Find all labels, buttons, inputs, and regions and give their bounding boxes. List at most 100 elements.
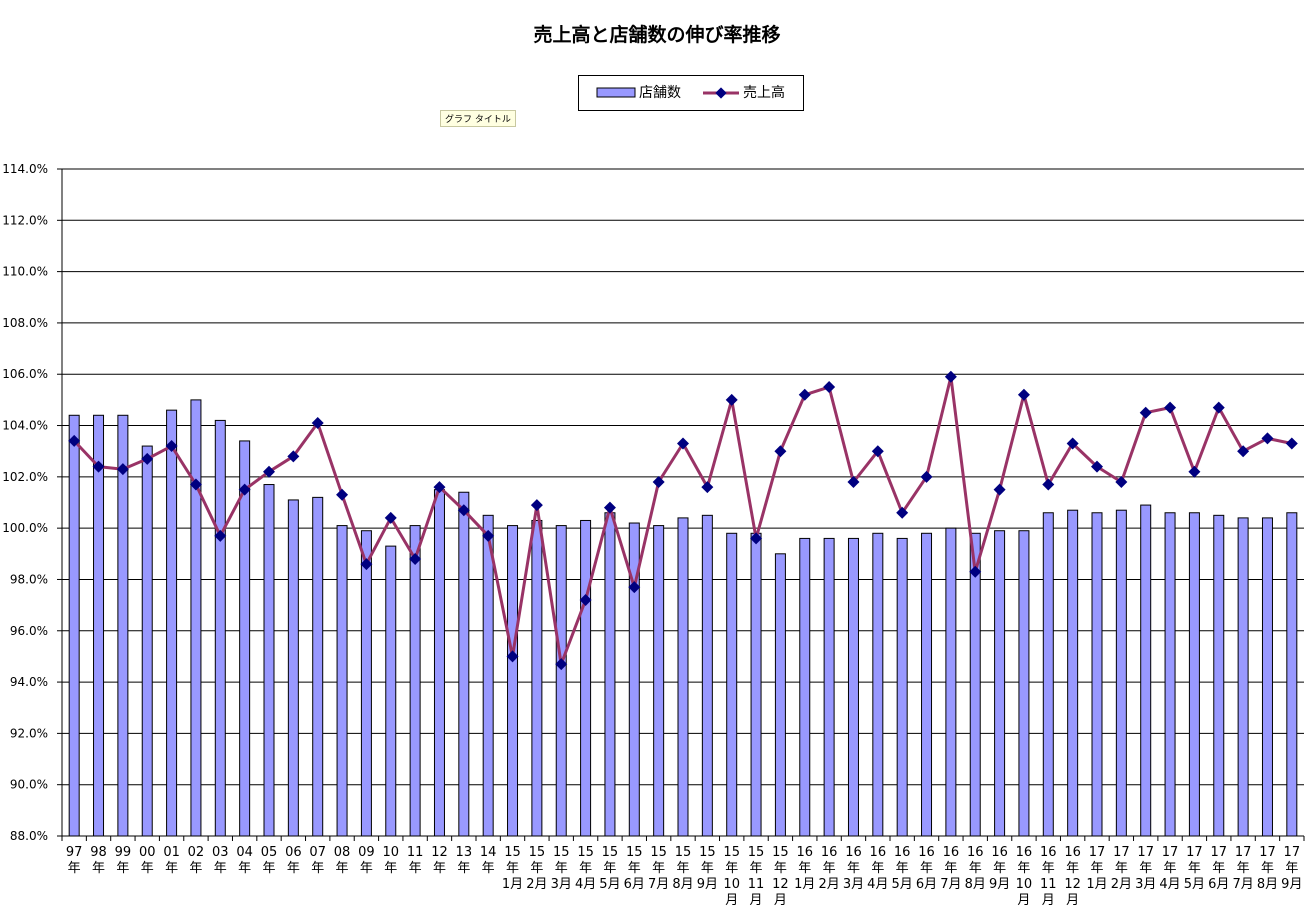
x-tick-label: 4月 <box>575 877 596 892</box>
x-tick-label: 1月 <box>502 877 523 892</box>
marker-sales <box>1139 406 1152 419</box>
marker-sales <box>311 416 324 429</box>
x-tick-label: 16 <box>1040 845 1057 860</box>
bar-stores <box>409 525 421 837</box>
x-tick-label: 7月 <box>648 877 669 892</box>
x-tick-label: 年 <box>238 861 251 876</box>
bar-stores <box>360 530 372 837</box>
marker-sales <box>1042 478 1055 491</box>
marker-sales <box>823 381 836 394</box>
marker-sales <box>579 593 592 606</box>
marker-sales <box>871 445 884 458</box>
x-tick-label: 17 <box>1162 845 1179 860</box>
x-tick-label: 年 <box>871 861 884 876</box>
bar-stores <box>896 537 908 837</box>
marker-sales <box>92 460 105 473</box>
bar-stores <box>1140 504 1152 837</box>
x-tick-label: 16 <box>894 845 911 860</box>
x-tick-label: 年 <box>1261 861 1274 876</box>
x-tick-label: 年 <box>676 861 689 876</box>
x-tick-label: 10 <box>723 877 740 892</box>
bar-stores <box>531 519 543 837</box>
bar-stores <box>1188 512 1200 837</box>
marker-sales <box>189 478 202 491</box>
bar-stores <box>628 522 640 837</box>
y-tick-label: 108.0% <box>2 316 48 330</box>
x-tick-label: 12 <box>431 845 448 860</box>
x-tick-label: 15 <box>626 845 643 860</box>
marker-sales <box>993 483 1006 496</box>
x-tick-label: 5月 <box>1184 877 1205 892</box>
legend-bar-swatch <box>596 87 636 98</box>
bar-stores <box>458 491 470 837</box>
bar-stores <box>287 499 299 837</box>
x-tick-label: 年 <box>896 861 909 876</box>
bar-stores <box>482 514 494 837</box>
x-tick-label: 98 <box>90 845 107 860</box>
marker-sales <box>287 450 300 463</box>
y-tick-label: 88.0% <box>10 829 48 843</box>
bar-stores <box>1115 509 1127 837</box>
x-tick-label: 年 <box>506 861 519 876</box>
x-tick-label: 12 <box>772 877 789 892</box>
marker-sales <box>1237 445 1250 458</box>
y-tick-label: 110.0% <box>2 265 48 279</box>
marker-sales <box>798 388 811 401</box>
x-tick-label: 9月 <box>697 877 718 892</box>
x-tick-label: 16 <box>845 845 862 860</box>
bar-stores <box>677 517 689 837</box>
bar-stores <box>263 484 275 837</box>
x-tick-label: 4月 <box>867 877 888 892</box>
x-tick-label: 7月 <box>940 877 961 892</box>
marker-sales <box>214 529 227 542</box>
x-tick-label: 年 <box>68 861 81 876</box>
x-tick-label: 3月 <box>1135 877 1156 892</box>
x-tick-label: 00 <box>139 845 156 860</box>
x-tick-label: 年 <box>1066 861 1079 876</box>
legend-swatches <box>596 87 739 99</box>
x-tick-label: 2月 <box>818 877 839 892</box>
x-tick-label: 月 <box>725 893 738 908</box>
x-tick-label: 年 <box>141 861 154 876</box>
x-tick-label: 年 <box>920 861 933 876</box>
chart-title: 売上高と店舗数の伸び率推移 <box>533 24 781 46</box>
x-tick-label: 16 <box>967 845 984 860</box>
y-tick-label: 96.0% <box>10 624 48 638</box>
x-tick-label: 年 <box>798 861 811 876</box>
x-tick-label: 06 <box>285 845 302 860</box>
bar-stores <box>507 525 519 837</box>
bar-stores <box>336 525 348 837</box>
marker-sales <box>920 470 933 483</box>
marker-sales <box>1188 465 1201 478</box>
x-tick-label: 15 <box>748 845 765 860</box>
y-tick-label: 114.0% <box>2 162 48 176</box>
marker-sales <box>68 434 81 447</box>
x-tick-label: 年 <box>433 861 446 876</box>
marker-sales <box>1164 401 1177 414</box>
x-tick-label: 年 <box>530 861 543 876</box>
x-tick-label: 16 <box>943 845 960 860</box>
x-tick-label: 年 <box>701 861 714 876</box>
bar-stores <box>872 532 884 837</box>
x-tick-label: 7月 <box>1232 877 1253 892</box>
marker-sales <box>750 532 763 545</box>
legend: 店舗数 売上高 <box>578 75 804 111</box>
bar-stores <box>555 525 567 837</box>
x-tick-label: 年 <box>1115 861 1128 876</box>
x-tick-label: 02 <box>188 845 205 860</box>
bar-stores <box>1042 512 1054 837</box>
bar-stores <box>190 399 202 837</box>
x-tick-label: 年 <box>311 861 324 876</box>
x-tick-label: 17 <box>1186 845 1203 860</box>
x-tick-label: 16 <box>870 845 887 860</box>
x-tick-label: 6月 <box>1208 877 1229 892</box>
bar-stores <box>214 419 226 837</box>
legend-label-stores: 店舗数 <box>639 85 681 101</box>
marker-sales <box>725 393 738 406</box>
x-tick-label: 15 <box>699 845 716 860</box>
y-tick-label: 92.0% <box>10 726 48 740</box>
bar-stores <box>750 532 762 837</box>
x-tick-label: 15 <box>504 845 521 860</box>
bar-stores <box>1091 512 1103 837</box>
